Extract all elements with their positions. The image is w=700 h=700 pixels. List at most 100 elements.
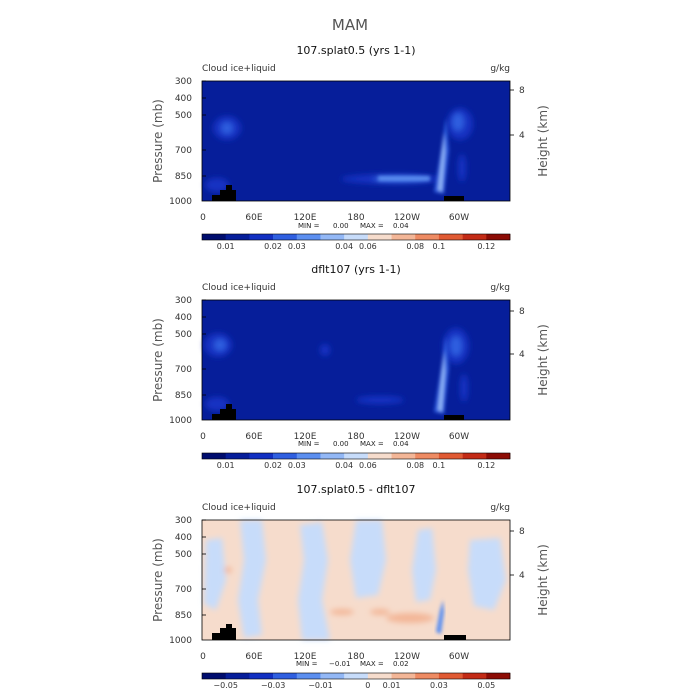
colorbar-swatch (391, 673, 416, 679)
colorbar-label: 0.03 (430, 681, 448, 690)
contour-region (298, 522, 330, 640)
y-axis-left: 300 400 500 700 850 1000 Pressure (mb) (151, 516, 206, 646)
colorbar-swatch (367, 673, 392, 679)
plot-area (201, 519, 511, 641)
max-value: 0.02 (393, 660, 409, 668)
colorbar-label: 0.1 (433, 242, 446, 251)
contour-region (412, 528, 436, 602)
y-tick-label: 700 (175, 365, 192, 375)
y-tick-label-right: 8 (519, 527, 525, 537)
colorbar-swatch (462, 453, 487, 459)
panel-2: dflt107 (yrs 1-1) Cloud ice+liquid g/kg (151, 263, 550, 470)
colorbar-swatch (415, 234, 440, 240)
contour-blob (224, 567, 232, 573)
contour-blob (452, 113, 464, 131)
plot-frame (201, 299, 511, 421)
y-tick-label: 500 (175, 111, 192, 121)
colorbar-label: 0.08 (406, 461, 424, 470)
variable-label: Cloud ice+liquid (202, 64, 276, 74)
y-axis-right: 8 4 Height (km) (510, 86, 550, 177)
colorbar-swatch (202, 453, 226, 459)
y-tick-label: 850 (175, 391, 192, 401)
colorbar-swatch (438, 673, 463, 679)
colorbar-label: 0 (365, 681, 370, 690)
colorbar-swatch (320, 453, 345, 459)
colorbar-label: 0.08 (406, 242, 424, 251)
colorbar-swatch (344, 673, 369, 679)
colorbar-swatch (486, 673, 511, 679)
y-tick-label-right: 8 (519, 86, 525, 96)
plot-frame (201, 80, 511, 202)
background-field (202, 81, 510, 201)
colorbar-label: 0.03 (288, 461, 306, 470)
colorbar-swatch (391, 234, 416, 240)
y-tick-label: 300 (175, 296, 192, 306)
colorbar-label: 0.1 (433, 461, 446, 470)
x-tick-label: 180 (347, 213, 364, 223)
min-label: MIN = (298, 440, 320, 448)
colorbar-swatch (202, 673, 226, 679)
colorbar-swatch (202, 234, 226, 240)
colorbar-swatch (462, 673, 487, 679)
units-label: g/kg (490, 64, 510, 74)
y-axis-right: 8 4 Height (km) (510, 307, 550, 396)
contour-blob (330, 609, 354, 615)
contour-streak (438, 132, 445, 192)
plot-area (201, 299, 511, 421)
x-axis: 0 60E 120E 180 120W 60W (200, 652, 469, 662)
y-tick-label: 400 (175, 313, 192, 323)
topography (444, 635, 466, 640)
units-label: g/kg (490, 283, 510, 293)
contour-region (238, 520, 266, 638)
panel-title: 107.splat0.5 - dflt107 (297, 483, 416, 496)
colorbar-label: 0.02 (264, 461, 282, 470)
contour-blob (356, 396, 404, 404)
min-label: MIN = (296, 660, 318, 668)
colorbar-label: 0.06 (359, 242, 377, 251)
topography (444, 415, 464, 420)
max-label: MAX = (360, 660, 384, 668)
colorbar-label: 0.03 (288, 242, 306, 251)
y-axis-label-right: Height (km) (536, 544, 550, 615)
y-axis-label: Pressure (mb) (151, 99, 165, 183)
x-tick-label: 120W (394, 652, 420, 662)
colorbar: 0.01 0.02 0.03 0.04 0.06 0.08 0.1 0.12 (201, 233, 511, 251)
colorbar-swatch (296, 234, 321, 240)
topography (212, 624, 236, 640)
y-tick-label: 500 (175, 330, 192, 340)
x-tick-label: 60W (449, 213, 469, 223)
max-value: 0.04 (393, 222, 409, 230)
x-tick-label: 0 (200, 652, 206, 662)
colorbar-swatch (249, 453, 274, 459)
plot-area (201, 80, 511, 202)
y-axis-label-right: Height (km) (536, 105, 550, 176)
colorbar-swatch (462, 234, 487, 240)
colorbar-swatch (391, 453, 416, 459)
plot-frame (201, 519, 511, 641)
colorbar-label: −0.01 (308, 681, 333, 690)
colorbar-label: 0.01 (383, 681, 401, 690)
x-tick-label: 120W (394, 432, 420, 442)
contour-streak (438, 350, 445, 412)
contour-blob (214, 339, 226, 351)
colorbar-label: 0.02 (264, 242, 282, 251)
max-value: 0.04 (393, 440, 409, 448)
panel-title: dflt107 (yrs 1-1) (311, 263, 401, 276)
max-label: MAX = (360, 222, 384, 230)
y-axis-label-right: Height (km) (536, 324, 550, 395)
y-tick-label-right: 4 (519, 350, 525, 360)
colorbar-swatch (296, 673, 321, 679)
contour-region (350, 520, 386, 598)
y-tick-label: 300 (175, 77, 192, 87)
x-tick-label: 60E (245, 213, 262, 223)
y-tick-label: 700 (175, 146, 192, 156)
colorbar-swatch (273, 453, 298, 459)
colorbar-label: −0.03 (261, 681, 286, 690)
contour-streak (436, 600, 444, 634)
y-tick-label-right: 4 (519, 571, 525, 581)
contour-blob (205, 178, 229, 192)
y-tick-label: 1000 (169, 636, 192, 646)
y-tick-label: 850 (175, 611, 192, 621)
x-tick-label: 180 (347, 432, 364, 442)
